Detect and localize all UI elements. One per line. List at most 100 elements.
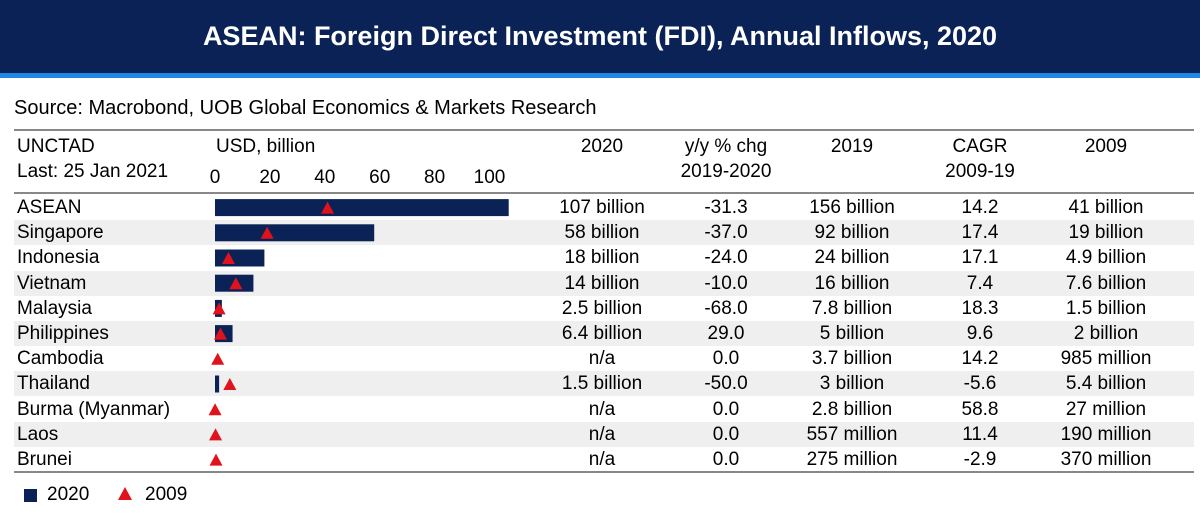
- cell-cagr: 17.1: [961, 247, 999, 269]
- cell-v2009: 190 million: [1060, 423, 1152, 445]
- cell-v2019: 156 billion: [809, 197, 895, 218]
- cell-yoy: 0.0: [712, 449, 740, 470]
- header-col-yoy: y/y % chg: [684, 136, 768, 157]
- marker-2009: [209, 453, 223, 466]
- marker-2009: [321, 201, 335, 214]
- legend-swatch-2020: [24, 489, 37, 502]
- cell-v2020: 2.5 billion: [561, 297, 643, 319]
- header-last-updated: Last: 25 Jan 2021: [17, 161, 169, 182]
- row-band: [14, 321, 1194, 346]
- cell-v2020: n/a: [588, 398, 616, 420]
- cell-yoy: -31.3: [704, 197, 748, 218]
- cell-yoy: -68.0: [704, 297, 748, 319]
- cell-yoy: -37.0: [704, 222, 748, 244]
- legend-label-2020: 2020: [47, 484, 90, 505]
- cell-yoy: -50.0: [704, 373, 748, 395]
- cell-cagr: 14.2: [961, 197, 999, 218]
- x-tick-label: 20: [259, 167, 280, 188]
- row-label: Philippines: [17, 323, 109, 344]
- cell-v2019: 3.7 billion: [811, 348, 893, 370]
- header-col-cagr-period: 2009-19: [945, 161, 1015, 182]
- legend-label-2009: 2009: [145, 484, 188, 505]
- cell-yoy: 29.0: [707, 323, 745, 344]
- bar-2020: [215, 199, 509, 217]
- row-label: Indonesia: [17, 247, 100, 269]
- cell-v2020: n/a: [588, 423, 616, 445]
- cell-v2020: n/a: [588, 348, 616, 370]
- title-accent-rule: [0, 73, 1200, 78]
- row-label: Cambodia: [17, 348, 104, 370]
- cell-v2019: 24 billion: [814, 247, 890, 269]
- cell-v2020: 18 billion: [564, 247, 640, 269]
- cell-v2019: 557 million: [806, 423, 898, 445]
- marker-2009: [260, 226, 274, 239]
- header-org: UNCTAD: [17, 136, 95, 157]
- cell-v2009: 4.9 billion: [1065, 247, 1147, 269]
- x-tick-label: 40: [314, 167, 335, 188]
- cell-yoy: -24.0: [704, 247, 748, 269]
- marker-2009: [212, 302, 226, 315]
- header-unit: USD, billion: [216, 136, 316, 157]
- marker-2009: [209, 428, 223, 441]
- bar-2020: [215, 375, 220, 393]
- legend-marker-2009: [118, 487, 132, 500]
- row-band: [14, 220, 1194, 246]
- header-col-2020: 2020: [580, 136, 624, 157]
- table-bottom-rule: [14, 471, 1194, 473]
- cell-v2020: 58 billion: [564, 222, 640, 244]
- source-note: Source: Macrobond, UOB Global Economics …: [14, 97, 597, 119]
- marker-2009: [229, 277, 243, 290]
- cell-cagr: 14.2: [961, 348, 999, 370]
- cell-v2009: 370 million: [1060, 449, 1152, 470]
- bar-2020: [215, 224, 375, 242]
- cell-v2019: 92 billion: [814, 222, 890, 244]
- cell-v2019: 5 billion: [819, 323, 885, 344]
- cell-v2020: 107 billion: [559, 197, 645, 218]
- row-label: Thailand: [17, 373, 90, 395]
- cell-yoy: 0.0: [712, 348, 740, 370]
- header-col-yoy-period: 2019-2020: [680, 161, 772, 182]
- cell-cagr: -5.6: [963, 373, 997, 395]
- marker-2009: [211, 352, 225, 365]
- cell-cagr: 17.4: [961, 222, 999, 244]
- cell-cagr: 58.8: [961, 398, 999, 420]
- row-label: Singapore: [17, 222, 104, 244]
- cell-v2019: 16 billion: [814, 272, 890, 294]
- cell-yoy: -10.0: [704, 272, 748, 294]
- cell-yoy: 0.0: [712, 398, 740, 420]
- cell-cagr: 18.3: [961, 297, 999, 319]
- header-col-cagr: CAGR: [952, 136, 1008, 157]
- cell-v2019: 275 million: [806, 449, 898, 470]
- row-label: Brunei: [17, 449, 72, 470]
- row-label: Laos: [17, 423, 59, 445]
- cell-v2020: 6.4 billion: [561, 323, 643, 344]
- row-label: ASEAN: [17, 197, 82, 218]
- cell-v2020: 1.5 billion: [561, 373, 643, 395]
- marker-2009: [221, 252, 235, 264]
- header-col-2009: 2009: [1084, 136, 1128, 157]
- cell-v2009: 41 billion: [1068, 197, 1144, 218]
- x-tick-label: 100: [474, 167, 506, 188]
- x-tick-label: 80: [424, 167, 445, 188]
- marker-2009: [223, 378, 237, 390]
- header-bottom-rule: [14, 192, 1194, 194]
- cell-v2019: 2.8 billion: [811, 398, 893, 420]
- cell-cagr: -2.9: [963, 449, 997, 470]
- cell-v2009: 1.5 billion: [1065, 297, 1147, 319]
- header-top-rule: [14, 129, 1194, 131]
- row-band: [14, 270, 1194, 296]
- cell-v2020: 14 billion: [564, 272, 640, 294]
- marker-2009: [213, 327, 227, 340]
- cell-v2019: 7.8 billion: [811, 297, 893, 319]
- row-label: Burma (Myanmar): [17, 398, 171, 420]
- cell-v2009: 2 billion: [1073, 323, 1139, 344]
- row-label: Vietnam: [17, 272, 87, 294]
- cell-v2009: 27 million: [1065, 398, 1147, 420]
- cell-cagr: 11.4: [962, 423, 998, 445]
- row-label: Malaysia: [17, 297, 92, 319]
- cell-v2009: 985 million: [1060, 348, 1152, 370]
- cell-v2009: 5.4 billion: [1065, 373, 1147, 395]
- row-band: [14, 421, 1194, 447]
- chart-title: ASEAN: Foreign Direct Investment (FDI), …: [0, 0, 1200, 73]
